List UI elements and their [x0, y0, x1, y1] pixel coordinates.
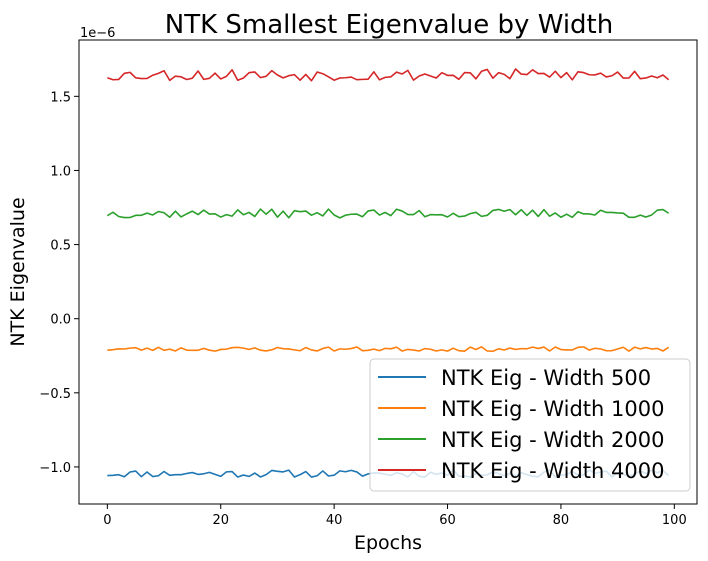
x-tick-label: 20 [212, 513, 229, 528]
x-tick-label: 100 [662, 513, 687, 528]
legend-label: NTK Eig - Width 2000 [441, 428, 664, 452]
x-axis-title: Epochs [354, 532, 422, 554]
legend: NTK Eig - Width 500 NTK Eig - Width 1000 N… [369, 358, 691, 492]
y-tick-label: 0.5 [50, 239, 71, 254]
y-axis: −1.0 −0.5 0.0 0.5 1.0 1.5 [39, 90, 79, 476]
legend-label: NTK Eig - Width 500 [441, 366, 651, 390]
y-axis-title: NTK Eigenvalue [7, 197, 29, 346]
legend-label: NTK Eig - Width 4000 [441, 459, 664, 483]
plot-frame [78, 39, 698, 505]
series-line-2 [107, 346, 670, 353]
x-tick-label: 40 [326, 513, 343, 528]
legend-box [369, 358, 691, 492]
x-tick-label: 60 [439, 513, 456, 528]
x-axis: 0 20 40 60 80 100 [103, 504, 687, 528]
x-tick-label: 80 [553, 513, 570, 528]
y-scale-label: 1e−6 [80, 26, 115, 41]
y-tick-label: 1.0 [50, 164, 71, 179]
y-tick-label: −0.5 [39, 387, 71, 402]
x-tick-label: 0 [103, 513, 111, 528]
chart-title: NTK Smallest Eigenvalue by Width [165, 10, 613, 40]
series-line-3 [106, 208, 670, 219]
legend-label: NTK Eig - Width 1000 [441, 397, 664, 421]
y-tick-label: 0.0 [50, 313, 71, 328]
y-tick-label: −1.0 [39, 461, 71, 476]
series-line-4 [107, 68, 670, 82]
y-tick-label: 1.5 [50, 90, 71, 105]
